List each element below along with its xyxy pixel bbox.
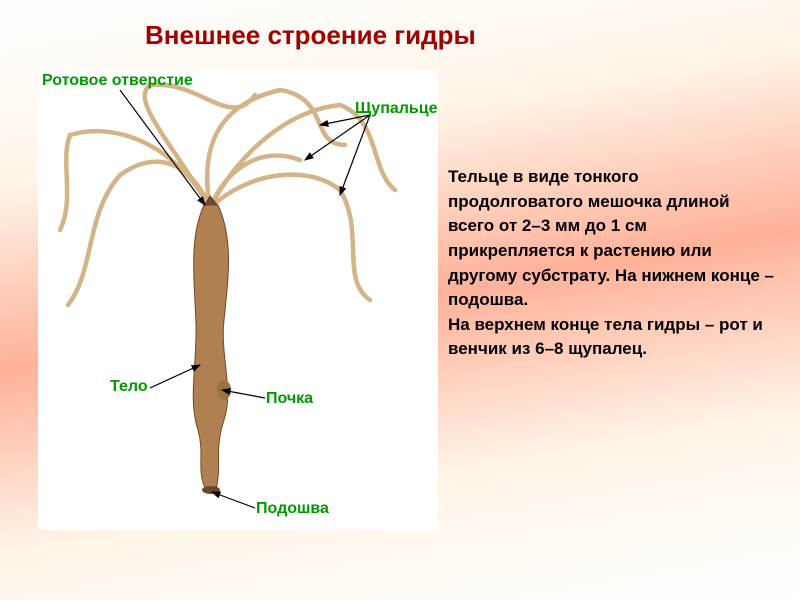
- diagram-background: [38, 70, 438, 530]
- page-title: Внешнее строение гидры: [145, 20, 476, 51]
- label-tentacle: Щупальце: [355, 100, 438, 118]
- label-bud: Почка: [266, 390, 313, 408]
- label-mouth: Ротовое отверстие: [42, 72, 193, 90]
- label-body: Тело: [110, 378, 148, 396]
- label-sole: Подошва: [256, 500, 329, 518]
- description-text: Тельце в виде тонкого продолговатого меш…: [448, 165, 778, 362]
